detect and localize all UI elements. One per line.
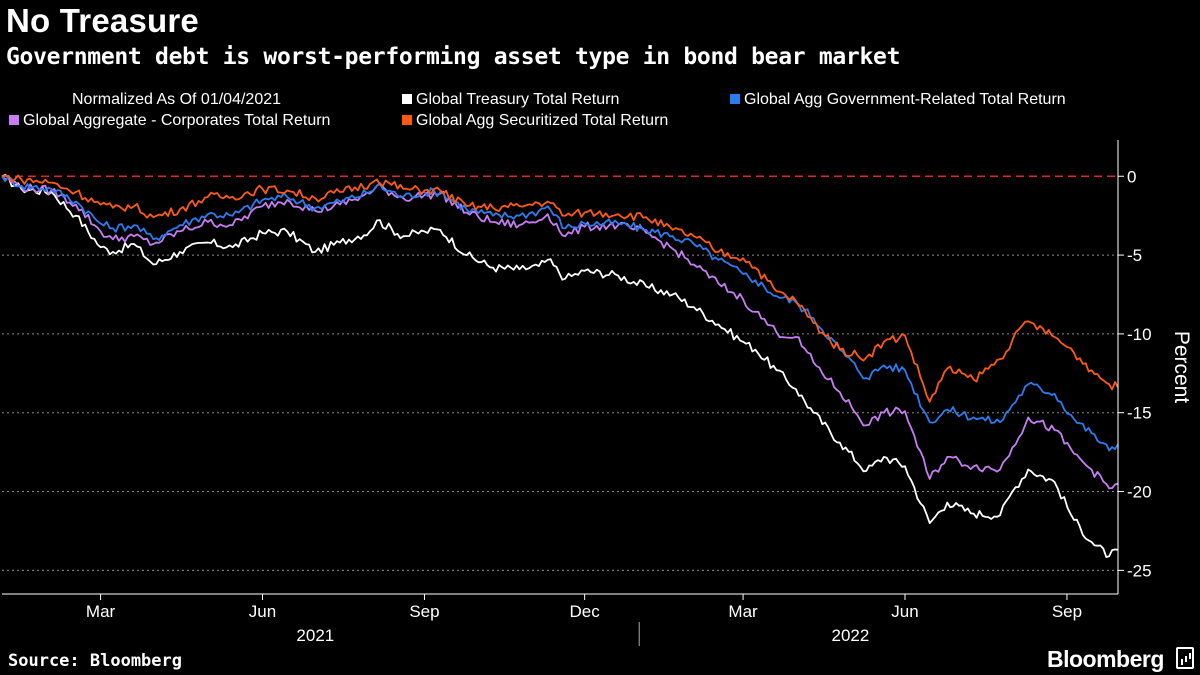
x-tick-label: Jun	[249, 602, 276, 621]
legend-label-government-related: Global Agg Government-Related Total Retu…	[744, 91, 1066, 108]
series-line-government-related	[1, 175, 1119, 452]
y-axis-label: Percent	[1170, 331, 1193, 404]
legend-normalization-note: Normalized As Of 01/04/2021	[72, 91, 282, 108]
bloomberg-logo: Bloomberg	[1047, 646, 1164, 672]
y-tick-label: -20	[1127, 483, 1152, 502]
year-label: 2021	[296, 626, 334, 645]
chart-title: No Treasure	[6, 2, 199, 39]
legend-item-securitized: Global Agg Securitized Total Return	[402, 112, 668, 130]
series-line-corporates	[1, 175, 1119, 490]
legend-swatch-securitized	[402, 115, 412, 125]
legend-label-treasury: Global Treasury Total Return	[416, 91, 620, 108]
axes: 0 -5 -10 -15 -20 -25 Mar Jun Sep Dec Mar Jun Sep 2021…	[2, 140, 1152, 646]
legend-item-corporates: Global Aggregate - Corporates Total Retu…	[9, 112, 330, 130]
x-tick-label: Sep	[409, 602, 439, 621]
gridlines	[2, 254, 1118, 571]
y-tick-label: -10	[1127, 325, 1152, 344]
legend-item-government-related: Global Agg Government-Related Total Retu…	[730, 91, 1066, 109]
legend-item-treasury: Global Treasury Total Return	[402, 91, 619, 109]
x-tick-label: Mar	[86, 602, 116, 621]
legend-label-corporates: Global Aggregate - Corporates Total Retu…	[23, 112, 331, 129]
legend-swatch-treasury	[402, 94, 412, 104]
series-line-securitized	[1, 174, 1119, 403]
source-note: Source: Bloomberg	[8, 651, 182, 671]
y-tick-label: 0	[1127, 167, 1136, 186]
series-lines	[1, 174, 1119, 558]
x-tick-label: Dec	[570, 602, 601, 621]
legend-swatch-government-related	[730, 94, 740, 104]
y-tick-label: -15	[1127, 404, 1152, 423]
x-tick-label: Jun	[891, 602, 918, 621]
y-tick-label: -5	[1127, 246, 1142, 265]
series-line-treasury	[1, 174, 1119, 558]
chart-subtitle: Government debt is worst-performing asse…	[6, 44, 901, 70]
y-tick-label: -25	[1127, 561, 1152, 580]
x-tick-label: Mar	[728, 602, 758, 621]
legend-swatch-corporates	[9, 115, 19, 125]
legend-label-securitized: Global Agg Securitized Total Return	[416, 112, 669, 129]
x-tick-label: Sep	[1052, 602, 1082, 621]
year-label: 2022	[832, 626, 870, 645]
terminal-icon	[1176, 647, 1194, 669]
